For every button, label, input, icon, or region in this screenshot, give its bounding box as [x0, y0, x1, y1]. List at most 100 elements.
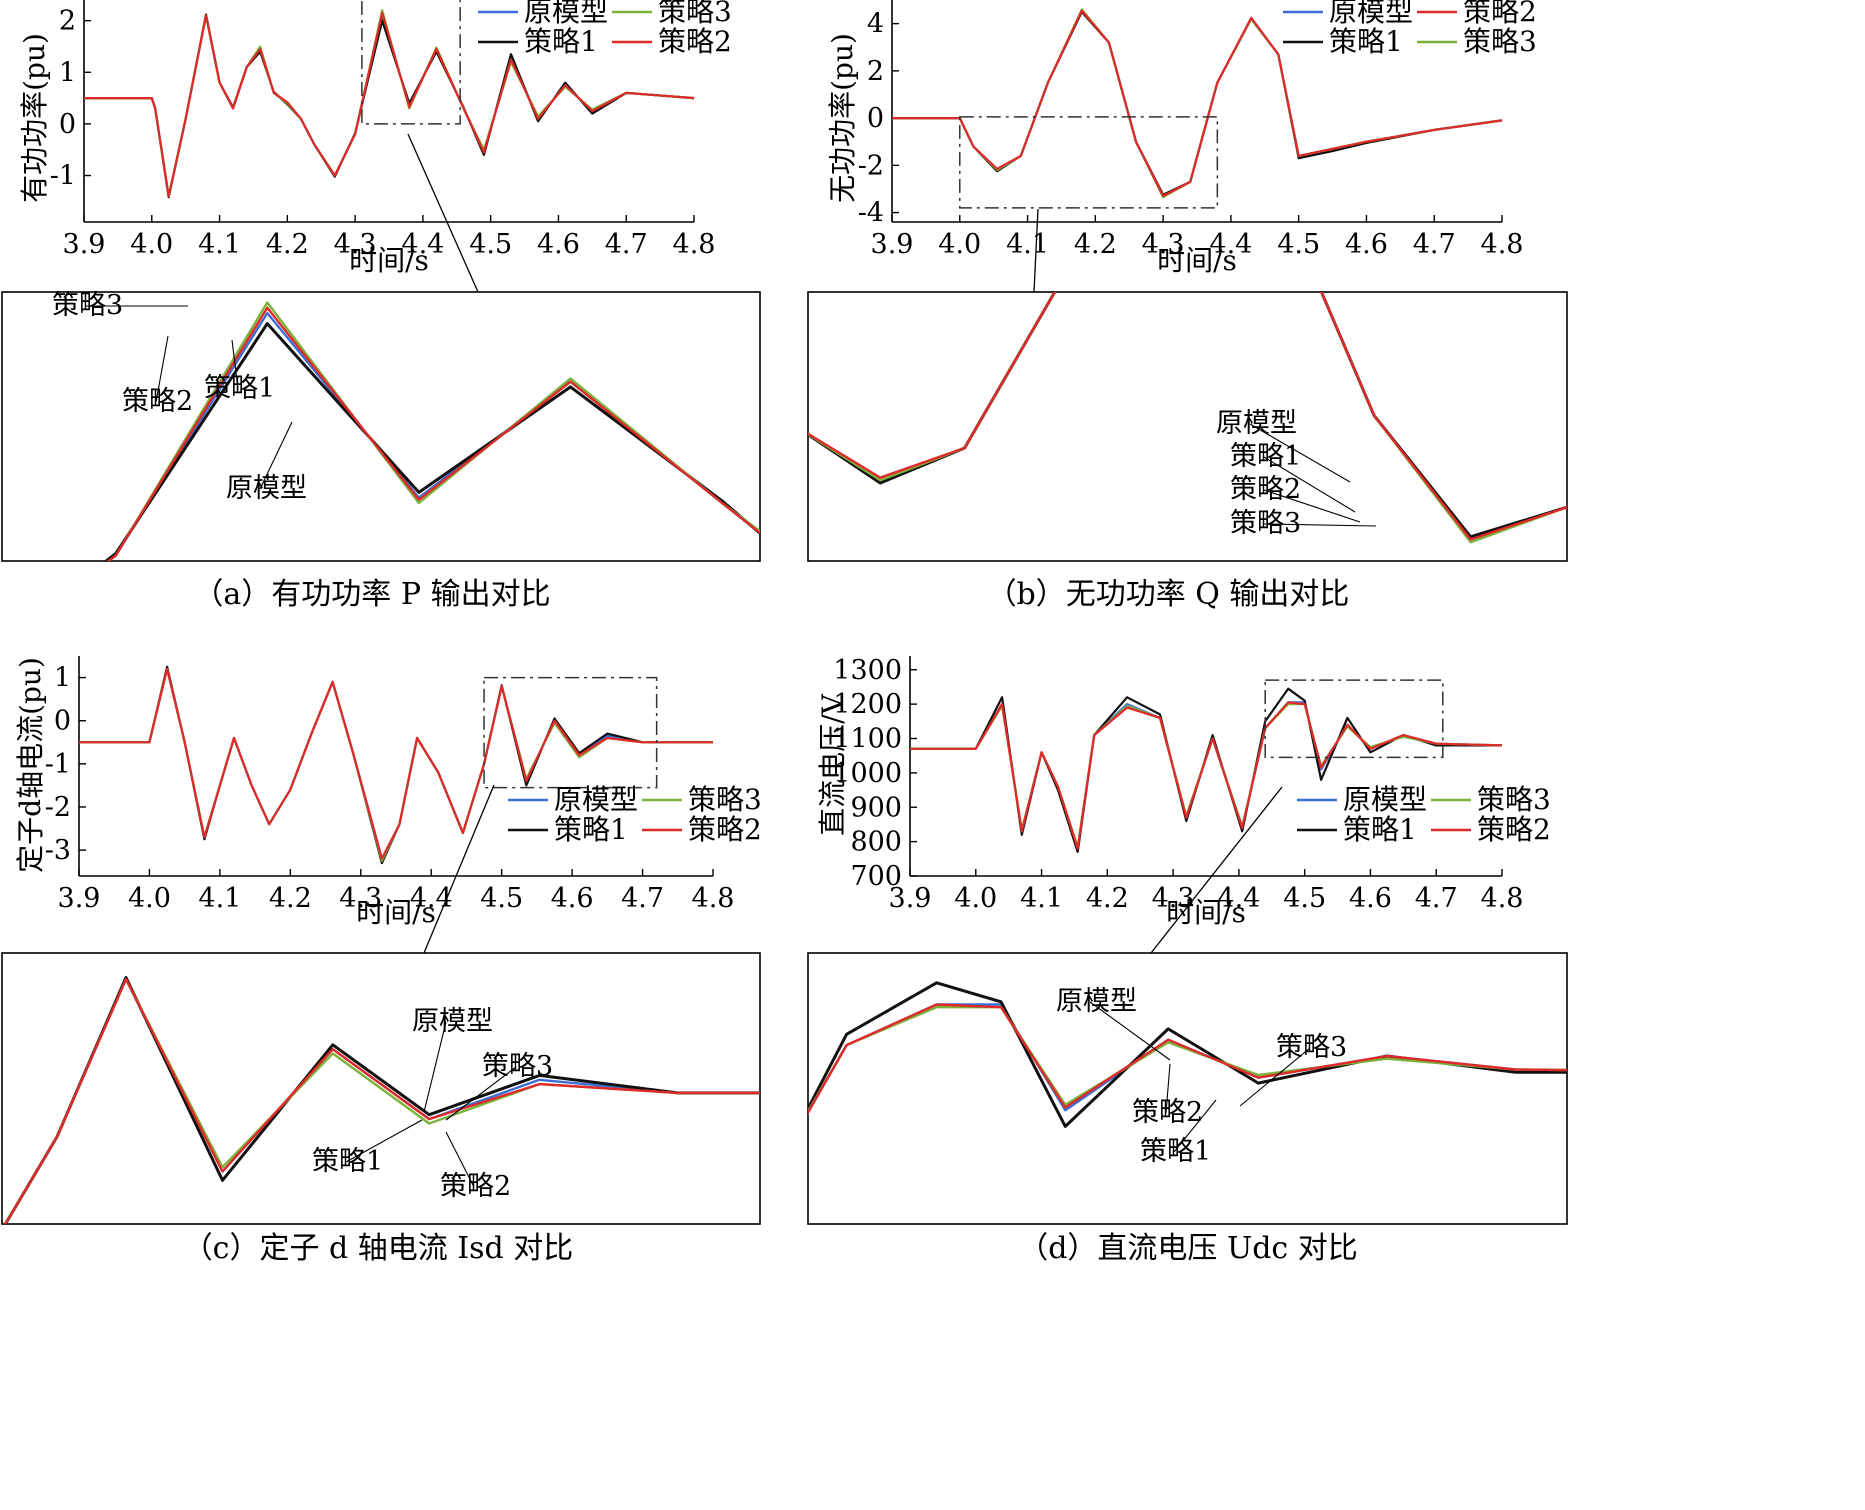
panel-caption: （c）定子 d 轴电流 Isd 对比 [183, 1231, 574, 1266]
legend-label: 策略3 [658, 0, 732, 28]
inset-annotation: 策略2 [1132, 1097, 1203, 1128]
chart-panel-3: 3.9 4.0 4.1 4.2 4.3 4.4 4.5 4.6 4.7 4.8 -3 -2 -1 0 1 时间… [1, 656, 762, 1266]
x-tick-label: 4.8 [1481, 229, 1524, 260]
legend-label: 策略1 [554, 813, 628, 846]
x-tick-label: 4.8 [1481, 883, 1524, 914]
annotation-leader [1089, 1001, 1171, 1061]
inset-series-line-策略1 [808, 981, 1567, 1128]
inset-annotation: 策略2 [1230, 474, 1301, 505]
annotation-leader [445, 1066, 517, 1121]
y-axis-label: 有功功率(pu) [18, 33, 51, 203]
y-tick-label: 2 [867, 56, 884, 87]
legend-label: 策略3 [688, 783, 762, 816]
y-tick-label: 1200 [833, 689, 902, 720]
x-tick-label: 4.8 [673, 229, 716, 260]
annotation-leader [1239, 1047, 1311, 1107]
annotation-leader [155, 335, 169, 403]
x-tick-label: 4.6 [537, 229, 580, 260]
y-tick-label: -1 [50, 161, 76, 192]
x-tick-label: 3.9 [58, 883, 101, 914]
legend-label: 原模型 [554, 783, 638, 816]
annotation-leader [1263, 456, 1356, 513]
y-tick-label: -3 [45, 835, 71, 866]
x-tick-label: 4.0 [130, 229, 173, 260]
inset-series-line-策略2 [4, 978, 760, 1224]
x-axis-label: 时间/s [349, 244, 429, 277]
zoom-inset-frame [807, 952, 1568, 1225]
legend-label: 策略2 [1477, 813, 1551, 846]
y-tick-label: 2 [59, 6, 76, 37]
x-tick-label: 4.8 [692, 883, 735, 914]
x-tick-label: 4.4 [401, 229, 444, 260]
inset-annotation: 原模型 [1056, 986, 1137, 1017]
x-tick-label: 4.3 [1142, 229, 1185, 260]
x-tick-label: 4.5 [480, 883, 523, 914]
panel-caption: （b）无功功率 Q 输出对比 [987, 577, 1350, 612]
x-tick-label: 3.9 [889, 883, 932, 914]
legend-label: 原模型 [524, 0, 608, 28]
x-tick-label: 4.7 [605, 229, 648, 260]
zoom-region-box [1264, 679, 1444, 759]
y-tick-label: 4 [867, 9, 884, 40]
y-tick-label: 0 [59, 109, 76, 140]
zoom-inset-frame [807, 291, 1568, 562]
y-tick-label: 800 [850, 827, 902, 858]
inset-annotation: 原模型 [1216, 408, 1297, 439]
panel-caption: （a）有功功率 P 输出对比 [193, 577, 550, 612]
x-tick-label: 4.2 [1086, 883, 1129, 914]
x-axis-label: 时间/s [356, 896, 436, 929]
inset-annotation: 策略2 [440, 1171, 511, 1202]
annotation-leader [345, 1119, 423, 1163]
y-axis-label: 定子d轴电流(pu) [14, 657, 47, 873]
y-tick-label: 1 [59, 57, 76, 88]
y-axis-label: 无功功率(pu) [826, 33, 859, 203]
x-tick-label: 4.7 [621, 883, 664, 914]
annotation-leader [1165, 1063, 1171, 1114]
chart-panel-4: 3.9 4.0 4.1 4.2 4.3 4.4 4.5 4.6 4.7 4.87008009001… [807, 655, 1568, 1266]
legend-label: 策略2 [658, 25, 732, 58]
x-tick-label: 3.9 [871, 229, 914, 260]
y-tick-label: 700 [850, 861, 902, 892]
series-line-策略2 [910, 701, 1503, 850]
legend-label: 原模型 [1329, 0, 1413, 28]
x-tick-label: 4.4 [410, 883, 453, 914]
x-tick-label: 4.0 [938, 229, 981, 260]
y-tick-label: 1 [54, 663, 71, 694]
legend-label: 策略2 [688, 813, 762, 846]
x-tick-label: 4.6 [1345, 229, 1388, 260]
zoom-connector-line [407, 133, 479, 293]
series-line-策略1 [892, 10, 1503, 196]
x-axis-label: 时间/s [1157, 244, 1237, 277]
legend-label: 策略2 [1463, 0, 1537, 28]
series-line-策略2 [84, 11, 695, 198]
annotation-leader [1249, 423, 1351, 483]
x-tick-label: 4.2 [269, 883, 312, 914]
annotation-leader [259, 421, 293, 490]
annotation-leader [1263, 489, 1361, 523]
inset-annotation: 策略3 [1276, 1032, 1347, 1063]
legend-label: 策略1 [1343, 813, 1417, 846]
x-tick-label: 3.9 [63, 229, 106, 260]
annotation-leader [231, 339, 239, 390]
zoom-inset-lines [3, 976, 760, 1224]
y-tick-label: 1100 [833, 724, 902, 755]
x-tick-label: 4.1 [1006, 229, 1049, 260]
series-line-策略3 [892, 8, 1503, 199]
y-tick-label: -2 [858, 150, 884, 181]
annotation-leader [445, 1131, 475, 1188]
y-tick-label: 900 [850, 792, 902, 823]
inset-annotation: 策略1 [1230, 441, 1301, 472]
inset-series-line-策略3 [808, 292, 1567, 544]
inset-series-line-策略2 [808, 1003, 1567, 1115]
y-tick-label: 1300 [833, 655, 902, 686]
zoom-inset-lines [808, 981, 1567, 1128]
x-tick-label: 4.3 [339, 883, 382, 914]
x-tick-label: 4.1 [198, 229, 241, 260]
y-tick-label: -2 [45, 792, 71, 823]
x-tick-label: 4.4 [1209, 229, 1252, 260]
inset-annotation: 原模型 [412, 1006, 493, 1037]
chart-panel-1: 3.9 4.0 4.1 4.2 4.3 4.4 4.5 4.6 4.7 4.8 -1 0 1 2 时间/s 有… [1, 0, 761, 612]
x-tick-label: 4.1 [1020, 883, 1063, 914]
x-tick-label: 4.2 [266, 229, 309, 260]
